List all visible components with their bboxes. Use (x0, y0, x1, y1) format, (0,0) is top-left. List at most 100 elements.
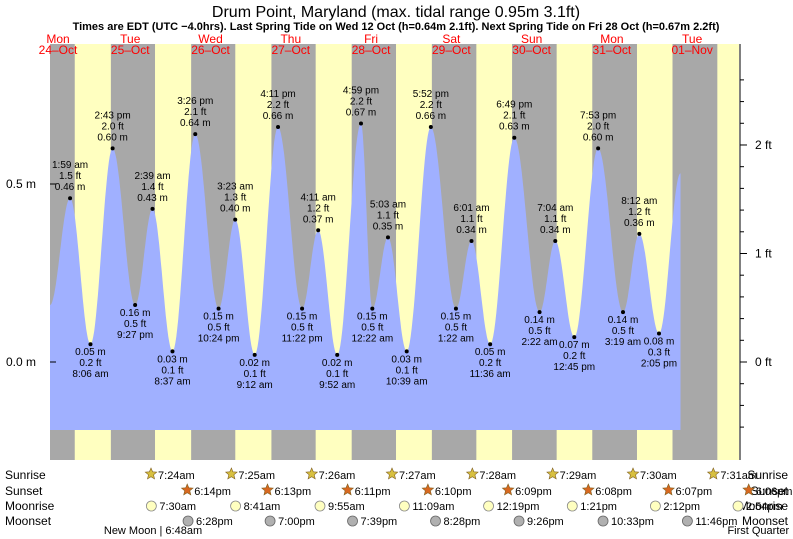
sunrise-time: 7:30am (640, 470, 677, 482)
high-tide-label: 0.46 m (55, 182, 86, 193)
low-tide-label: 0.14 m (524, 315, 555, 326)
low-tide-label: 0.05 m (75, 347, 106, 358)
sunset-time: 6:06pm (756, 486, 793, 498)
low-tide-label: 0.07 m (559, 340, 590, 351)
sunrise-icon (626, 467, 640, 480)
day-label: Thu (280, 32, 301, 46)
moonrise-icon (566, 500, 578, 512)
sunrise-time: 7:31am (720, 470, 757, 482)
sunset-time: 6:14pm (194, 486, 231, 498)
low-tide-label: 2:05 pm (641, 359, 677, 370)
low-tide-label: 9:52 am (319, 380, 355, 391)
high-tide-label: 1.2 ft (628, 207, 650, 218)
high-tide-label: 5:03 am (370, 199, 406, 210)
y-tick-label-ft: 0 ft (755, 355, 772, 369)
moonset-row-label: Moonset (5, 514, 52, 528)
high-tide-point (316, 228, 321, 233)
high-tide-label: 6:01 am (453, 203, 489, 214)
high-tide-label: 2.2 ft (420, 100, 442, 111)
day-label: Fri (364, 32, 378, 46)
sunset-row-label-right: Sunset (751, 484, 789, 498)
high-tide-point (637, 231, 642, 236)
moonrise-time: 1:21pm (580, 501, 617, 513)
high-tide-label: 4:11 pm (260, 89, 295, 100)
low-tide-point (488, 342, 493, 347)
high-tide-label: 2.1 ft (503, 111, 525, 122)
daylight-band (717, 44, 739, 460)
low-tide-label: 0.3 ft (648, 348, 670, 359)
moonset-icon (597, 515, 609, 527)
low-tide-label: 10:39 am (386, 376, 428, 387)
high-tide-label: 1.1 ft (544, 214, 566, 225)
low-tide-label: 10:24 pm (198, 334, 240, 345)
moonset-icon (430, 515, 441, 527)
date-label: 01–Nov (671, 43, 712, 57)
high-tide-label: 1.2 ft (307, 203, 329, 214)
high-tide-label: 3:23 am (217, 182, 253, 193)
chart-title: Drum Point, Maryland (max. tidal range 0… (212, 4, 580, 21)
low-tide-label: 0.2 ft (79, 358, 101, 369)
tide-curve (50, 123, 681, 430)
low-tide-label: 11:22 pm (282, 334, 323, 345)
low-tide-label: 0.15 m (357, 312, 388, 323)
low-tide-point (335, 352, 340, 357)
low-tide-point (252, 352, 257, 357)
low-tide-label: 0.15 m (203, 312, 234, 323)
moonrise-time: 8:41am (244, 501, 281, 513)
moonrise-time: 7:30am (159, 501, 196, 513)
sunset-icon (501, 483, 515, 496)
high-tide-label: 0.40 m (220, 204, 251, 215)
moonset-time: 11:46pm (695, 516, 737, 528)
moonrise-icon (314, 500, 326, 512)
sunset-row-label: Sunset (5, 484, 43, 498)
high-tide-point (110, 146, 115, 151)
high-tide-label: 2.0 ft (101, 121, 123, 132)
moonrise-time: 12:19pm (497, 501, 540, 513)
sunrise-row-label-right: Sunrise (747, 468, 788, 482)
y-tick-label-ft: 1 ft (755, 246, 772, 260)
sunrise-time: 7:24am (158, 470, 195, 482)
high-tide-label: 0.43 m (137, 193, 168, 204)
moonrise-icon (145, 500, 157, 512)
low-tide-label: 0.15 m (441, 312, 472, 323)
sunset-time: 6:13pm (274, 486, 311, 498)
tide-water-area (50, 123, 681, 430)
moonset-time: 9:26pm (527, 516, 564, 528)
moonrise-icon (398, 500, 410, 512)
low-tide-label: 0.2 ft (563, 351, 585, 362)
high-tide-point (68, 196, 73, 201)
low-tide-label: 0.1 ft (326, 369, 348, 380)
sunset-icon (581, 483, 595, 496)
low-tide-label: 8:37 am (154, 376, 190, 387)
sunrise-icon (224, 467, 238, 480)
moonset-icon (347, 515, 358, 527)
low-tide-point (656, 331, 661, 336)
high-tide-label: 7:53 pm (580, 110, 616, 121)
low-tide-label: 12:22 am (351, 334, 393, 345)
low-tide-label: 0.5 ft (291, 323, 313, 334)
low-tide-label: 0.16 m (120, 308, 151, 319)
moonset-time: 6:28pm (196, 516, 233, 528)
low-tide-point (404, 349, 409, 354)
date-label: 27–Oct (271, 43, 310, 57)
low-tide-point (300, 306, 305, 311)
moon-phase-label: New Moon | 6:48am (104, 525, 202, 537)
low-tide-label: 0.5 ft (612, 326, 634, 337)
high-tide-label: 0.60 m (97, 132, 128, 143)
low-tide-label: 12:45 pm (553, 362, 595, 373)
sunset-time: 6:10pm (435, 486, 472, 498)
date-label: 25–Oct (111, 43, 150, 57)
high-tide-point (233, 217, 238, 222)
low-tide-label: 0.2 ft (479, 358, 501, 369)
high-tide-label: 1.3 ft (224, 193, 246, 204)
moonset-icon (682, 515, 693, 527)
axes: Mon24–OctTue25–OctWed26–OctThu27–OctFri2… (6, 32, 772, 460)
high-tide-label: 0.64 m (180, 118, 211, 129)
low-tide-label: 0.05 m (475, 347, 506, 358)
date-label: 24–Oct (39, 43, 78, 57)
low-tide-label: 0.14 m (608, 315, 639, 326)
sunrise-time: 7:26am (319, 470, 356, 482)
low-tide-label: 11:36 am (470, 369, 511, 380)
low-tide-label: 0.03 m (391, 354, 422, 365)
